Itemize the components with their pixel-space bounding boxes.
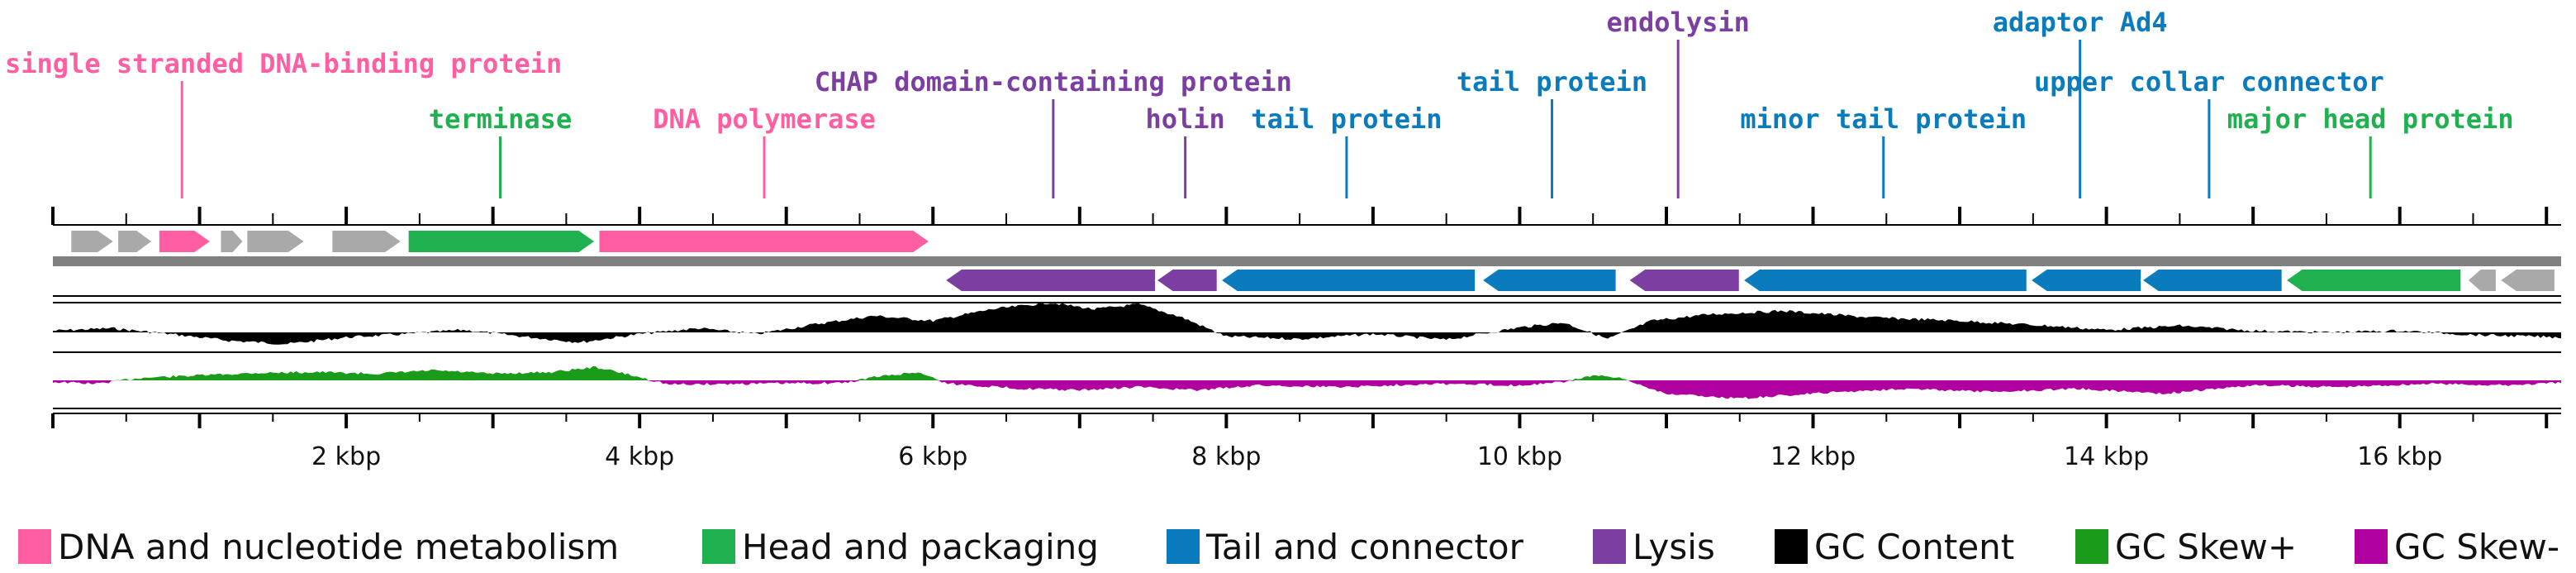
gene-annotations: single stranded DNA-binding protein termi… [5,7,2514,198]
gene-arrow [1219,268,1477,293]
gene-arrow [69,229,116,254]
legend-swatch [1593,529,1626,564]
legend-swatch [1167,529,1200,564]
tick-label: 12 kbp [1770,442,1856,471]
annotation-label: adaptor Ad4 [1993,7,2168,38]
gene-arrow [245,229,307,254]
legend-swatch [2355,529,2388,564]
gene-arrow [406,229,597,254]
gene-arrow [2498,268,2556,293]
legend-swatch [2075,529,2108,564]
gene-arrow [597,229,932,254]
gene-arrow [1741,268,2028,293]
legend-label: GC Content [1814,527,2014,567]
legend-label: GC Skew+ [2115,527,2297,567]
gene-arrow [219,229,245,254]
legend-swatch [18,529,51,564]
annotation-label: major head protein [2227,103,2514,135]
tick-label: 10 kbp [1477,442,1562,471]
tick-label: 2 kbp [311,442,381,471]
legend-label: GC Skew- [2394,527,2559,567]
tick-label: 8 kbp [1191,442,1261,471]
gene-arrow [157,229,213,254]
legend-swatch [1775,529,1808,564]
gene-arrow [1480,268,1618,293]
legend: DNA and nucleotide metabolism Head and pa… [18,527,2559,567]
kbp-axis: 2 kbp 4 kbp 6 kbp 8 kbp 10 kbp 12 kbp 14 kbp 16… [51,413,2561,471]
annotation-label: minor tail protein [1740,103,2027,135]
gc-content-track [53,302,2561,353]
forward-strand-track [53,229,2561,297]
tick-label: 14 kbp [2064,442,2149,471]
gene-arrow [116,229,154,254]
tick-label: 6 kbp [898,442,967,471]
annotation-label: endolysin [1606,7,1749,38]
annotation-label: upper collar connector [2034,66,2384,98]
gene-arrow [330,229,404,254]
reverse-strand-track [943,268,2556,293]
gene-arrow [2465,268,2498,293]
annotation-label: tail protein [1251,103,1442,135]
gene-arrow [1154,268,1219,293]
gene-arrow [1627,268,1741,293]
gene-arrow [2284,268,2463,293]
legend-swatch [702,529,735,564]
legend-label: Lysis [1633,527,1715,567]
annotation-label: single stranded DNA-binding protein [5,48,562,79]
legend-label: Tail and connector [1205,527,1524,567]
annotation-label: DNA polymerase [653,103,876,135]
annotation-label: tail protein [1457,66,1647,98]
annotation-label: CHAP domain-containing protein [815,66,1292,98]
tick-label: 16 kbp [2357,442,2442,471]
gc-skew-positive-plot [53,366,2561,380]
legend-label: DNA and nucleotide metabolism [58,527,619,567]
gc-content-plot [53,302,2561,345]
gene-arrow [943,268,1157,293]
annotation-label: terminase [429,103,572,135]
legend-label: Head and packaging [742,527,1099,567]
tick-label: 4 kbp [605,442,674,471]
gc-skew-negative-plot [53,380,2561,399]
annotation-label: holin [1145,103,1224,135]
top-ruler [51,207,2561,226]
gene-arrow [2140,268,2284,293]
gene-arrow [2028,268,2143,293]
gc-skew-track [53,366,2561,409]
